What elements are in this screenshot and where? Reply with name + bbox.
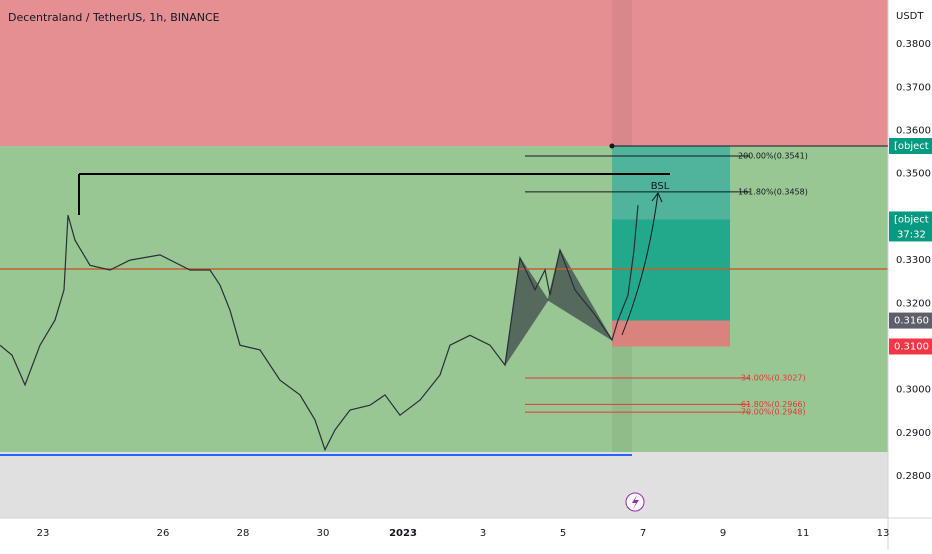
price-tag xyxy=(889,138,932,155)
x-tick-label: 7 xyxy=(640,528,646,539)
price-tag xyxy=(889,312,932,329)
stop-zone xyxy=(612,320,730,347)
countdown: 37:32 xyxy=(897,229,926,240)
x-tick-label: 26 xyxy=(157,528,170,539)
x-tick-label: 9 xyxy=(720,528,726,539)
event-icon-bolt xyxy=(632,495,639,509)
price-tag xyxy=(889,338,932,355)
x-tick-label: 5 xyxy=(560,528,566,539)
y-tick-label: 0.3500 xyxy=(896,169,931,180)
y-tick-label: 0.3300 xyxy=(896,255,931,266)
price-tag-label: [object Object] xyxy=(894,214,932,225)
annotation: BSL xyxy=(651,181,670,192)
y-tick-label: 0.2800 xyxy=(896,471,931,482)
x-tick-label: 30 xyxy=(317,528,330,539)
x-tick-label: 13 xyxy=(877,528,890,539)
price-axis xyxy=(888,0,932,550)
demand-zone xyxy=(0,146,888,452)
supply-zone xyxy=(0,0,888,147)
x-tick-label: 23 xyxy=(37,528,50,539)
target-zone-upper xyxy=(612,146,730,220)
fib-label: 161.80%(0.3458) xyxy=(738,187,808,196)
price-tag-label: [object Object] xyxy=(894,141,932,152)
time-axis xyxy=(0,518,888,550)
x-tick-label: 28 xyxy=(237,528,250,539)
price-tag-label: 0.3160 xyxy=(894,316,929,327)
price-tag-label: 0.3100 xyxy=(894,341,929,352)
price-tag xyxy=(889,211,932,242)
y-tick-label: 0.2900 xyxy=(896,428,931,439)
chart-title: Decentraland / TetherUS, 1h, BINANCE xyxy=(8,11,220,24)
y-tick-label: 0.3800 xyxy=(896,39,931,50)
position-tool xyxy=(612,146,730,347)
price-line xyxy=(0,205,639,452)
y-tick-label: 0.3700 xyxy=(896,82,931,93)
x-tick-label: 2023 xyxy=(389,528,417,539)
fib-label: -34.00%(0.3027) xyxy=(738,374,806,383)
fib-label: -61.80%(0.2966) xyxy=(738,400,806,409)
fib-label: -70.00%(0.2948) xyxy=(738,408,806,417)
arrow xyxy=(621,192,659,336)
x-tick-label: 11 xyxy=(797,528,810,539)
axis-unit: USDT xyxy=(896,11,924,22)
y-tick-label: 0.3200 xyxy=(896,298,931,309)
y-tick-label: 0.3000 xyxy=(896,385,931,396)
x-tick-label: 3 xyxy=(480,528,486,539)
arrow-head xyxy=(651,192,663,203)
anchor xyxy=(609,143,615,149)
y-tick-label: 0.3600 xyxy=(896,125,931,136)
fib-label: 200.00%(0.3541) xyxy=(738,151,808,160)
